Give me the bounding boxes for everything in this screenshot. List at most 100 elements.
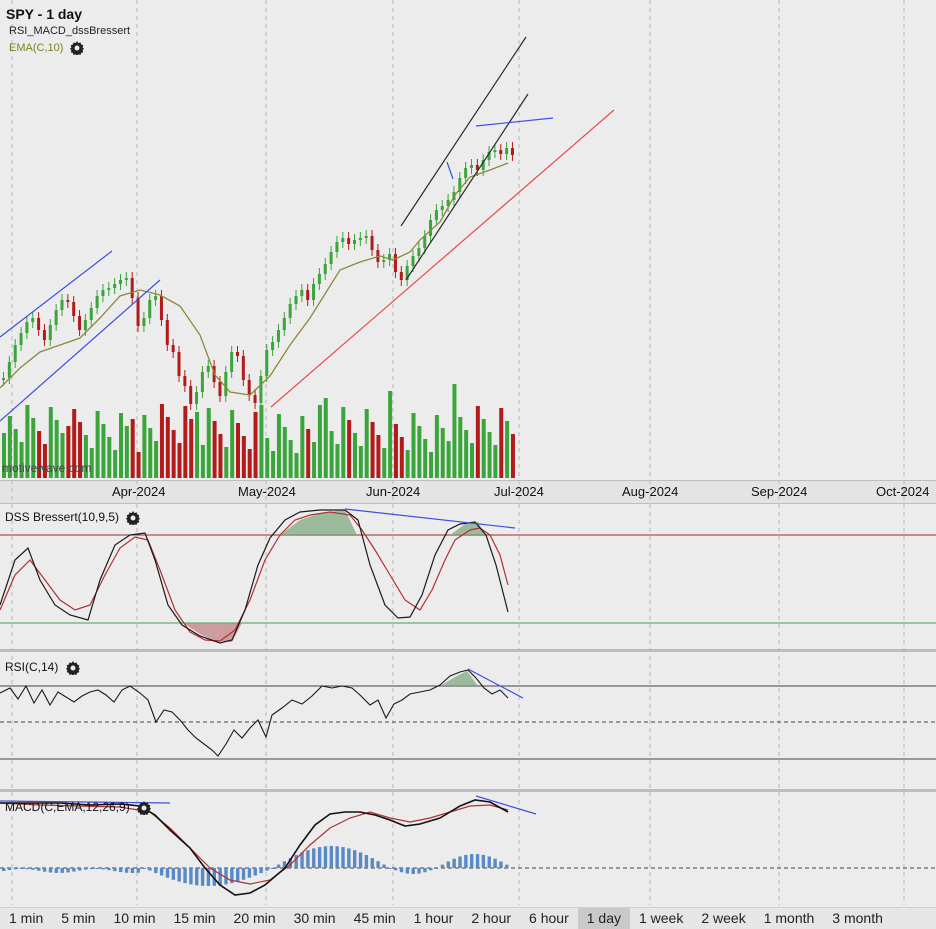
macd-histogram-bar [370,858,374,868]
macd-histogram-bar [183,868,187,884]
candle [177,352,181,376]
macd-panel[interactable] [0,792,936,905]
macd-histogram-bar [148,868,152,871]
macd-label-text[interactable]: MACD(C,EMA,12,26,9) [5,800,130,814]
macd-histogram-bar [347,848,351,868]
timeframe-45-min[interactable]: 45 min [353,910,396,926]
timeframe-1-min[interactable]: 1 min [9,910,44,926]
volume-bar [376,435,381,478]
macd-histogram-bar [353,850,357,868]
macd-histogram-bar [487,856,491,868]
candle [130,278,134,298]
macd-histogram-bar [142,868,146,869]
volume-bar [236,423,240,478]
ema-label[interactable]: EMA(C,10) [9,41,85,55]
volume-bar [347,420,352,478]
candle [364,236,368,238]
volume-bar [25,405,30,478]
volume-bar [101,424,106,478]
candle [429,220,433,236]
dss-label-text[interactable]: DSS Bressert(10,9,5) [5,510,120,524]
timeframe-20-min[interactable]: 20 min [233,910,276,926]
candle [276,330,280,342]
macd-histogram-bar [282,861,287,868]
price-panel[interactable] [0,0,936,480]
timeframe-2-hour[interactable]: 2 hour [471,910,512,926]
timeframe-6-hour[interactable]: 6 hour [529,910,569,926]
macd-histogram-bar [288,858,293,868]
candle [154,296,158,300]
candle [300,290,304,296]
volume-bar [300,416,305,478]
candle [382,260,386,262]
timeframe-10-min[interactable]: 10 min [113,910,156,926]
candle [54,310,58,325]
timeframe-3-month[interactable]: 3 month [832,910,883,926]
volume-bar [446,441,451,478]
macd-histogram-bar [481,854,486,868]
timeframe-2-week[interactable]: 2 week [701,910,746,926]
volume-bar [95,411,100,478]
macd-histogram-bar [505,864,509,868]
candle [499,150,503,154]
macd-histogram-bar [119,868,123,873]
candle [312,284,316,300]
dss-overbought-fill-2 [450,522,485,535]
blue-short-line [446,161,454,180]
dss-label[interactable]: DSS Bressert(10,9,5) [5,510,141,525]
volume-bars [2,384,515,478]
candle [148,300,152,318]
volume-bar [417,426,422,478]
candle [19,333,23,345]
study-label[interactable]: RSI_MACD_dssBressert [9,25,131,37]
volume-bar [48,407,53,478]
timeframe-30-min[interactable]: 30 min [293,910,336,926]
macd-histogram-bar [306,850,310,868]
volume-bar [282,427,287,478]
gear-icon[interactable] [70,41,85,55]
chart-area[interactable] [0,0,936,905]
gear-icon[interactable] [65,660,80,675]
candle [505,148,509,154]
macd-histogram-bar [189,868,193,885]
candle [475,165,479,170]
macd-histogram-bar [388,868,392,869]
macd-label[interactable]: MACD(C,EMA,12,26,9) [5,800,152,815]
watermark: motivewave.com [2,461,92,475]
timeframe-1-day[interactable]: 1 day [577,908,630,929]
gear-icon[interactable] [137,800,152,815]
macd-histogram-bar [417,868,421,874]
macd-histogram-bar [440,864,445,868]
rsi-label-text[interactable]: RSI(C,14) [5,660,59,674]
volume-bar [429,452,434,478]
timeframe-5-min[interactable]: 5 min [61,910,96,926]
macd-histogram-bar [89,868,94,870]
volume-bar [119,413,123,478]
candle [241,356,245,380]
candle [417,248,421,256]
volume-bar [37,431,42,478]
macd-histogram-bar [165,868,170,878]
volume-bar [452,384,457,478]
volume-bar [19,442,24,478]
timeframe-1-hour[interactable]: 1 hour [413,910,454,926]
candle [247,380,251,395]
macd-histogram-bar [130,868,135,873]
macd-histogram-bar [376,861,380,868]
dss-oversold-fill [183,623,242,642]
macd-histogram-bar [300,852,304,868]
timeframe-15-min[interactable]: 15 min [173,910,216,926]
macd-histogram-bar [236,868,240,882]
gear-icon[interactable] [126,510,141,525]
macd-histogram-bar [247,868,252,878]
rsi-label[interactable]: RSI(C,14) [5,660,80,675]
macd-histogram-bar [452,858,456,868]
volume-bar [13,429,18,478]
ema-label-text[interactable]: EMA(C,10) [9,41,64,54]
volume-bar [493,445,498,478]
timeframe-1-month[interactable]: 1 month [763,910,815,926]
volume-bar [89,448,94,478]
macd-histogram-bar [446,861,450,868]
candle [510,148,514,155]
timeframe-1-week[interactable]: 1 week [638,910,684,926]
